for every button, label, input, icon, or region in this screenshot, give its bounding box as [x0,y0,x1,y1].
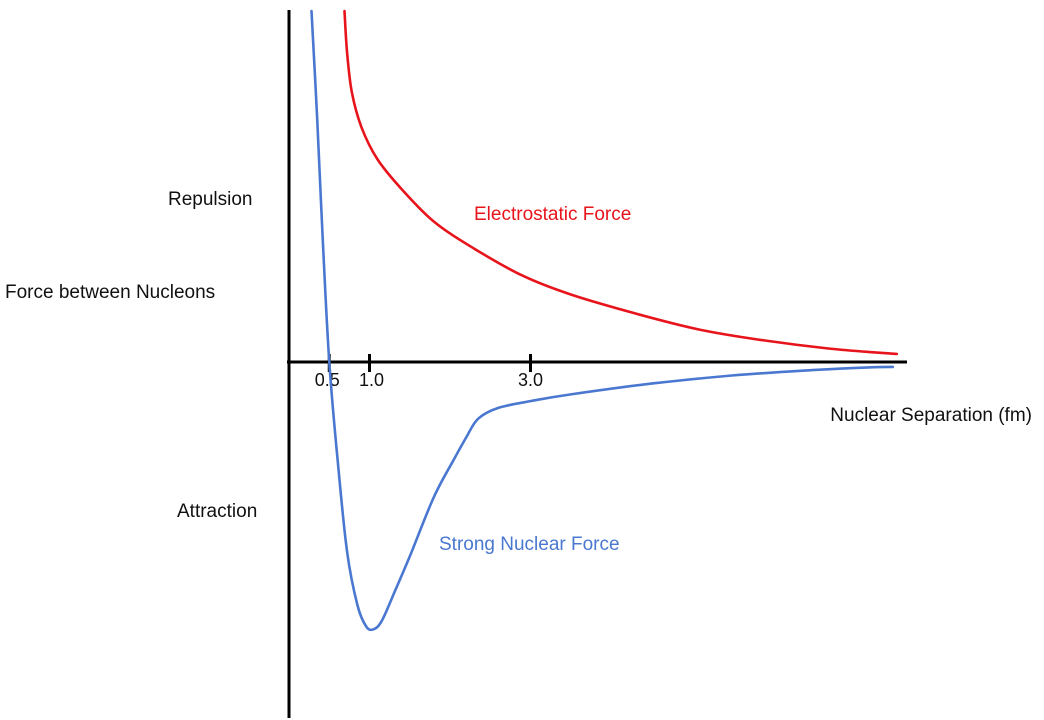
series-layer [310,9,899,632]
electrostatic-force-label: Electrostatic Force [474,204,631,225]
strong-nuclear-force-curve [310,9,895,632]
x-axis-label: Nuclear Separation (fm) [830,405,1032,426]
y-axis-label: Force between Nucleons [5,282,215,303]
repulsion-label: Repulsion [168,189,253,210]
x-tick-label: 0.5 [315,370,340,390]
attraction-label: Attraction [177,501,257,522]
x-tick-label: 1.0 [359,370,384,390]
axes [287,10,907,718]
strong-nuclear-force-label: Strong Nuclear Force [439,534,620,555]
electrostatic-force-curve [343,9,899,356]
x-tick-label: 3.0 [518,370,543,390]
x-ticks: 0.5 1.0 3.0 [315,354,543,390]
